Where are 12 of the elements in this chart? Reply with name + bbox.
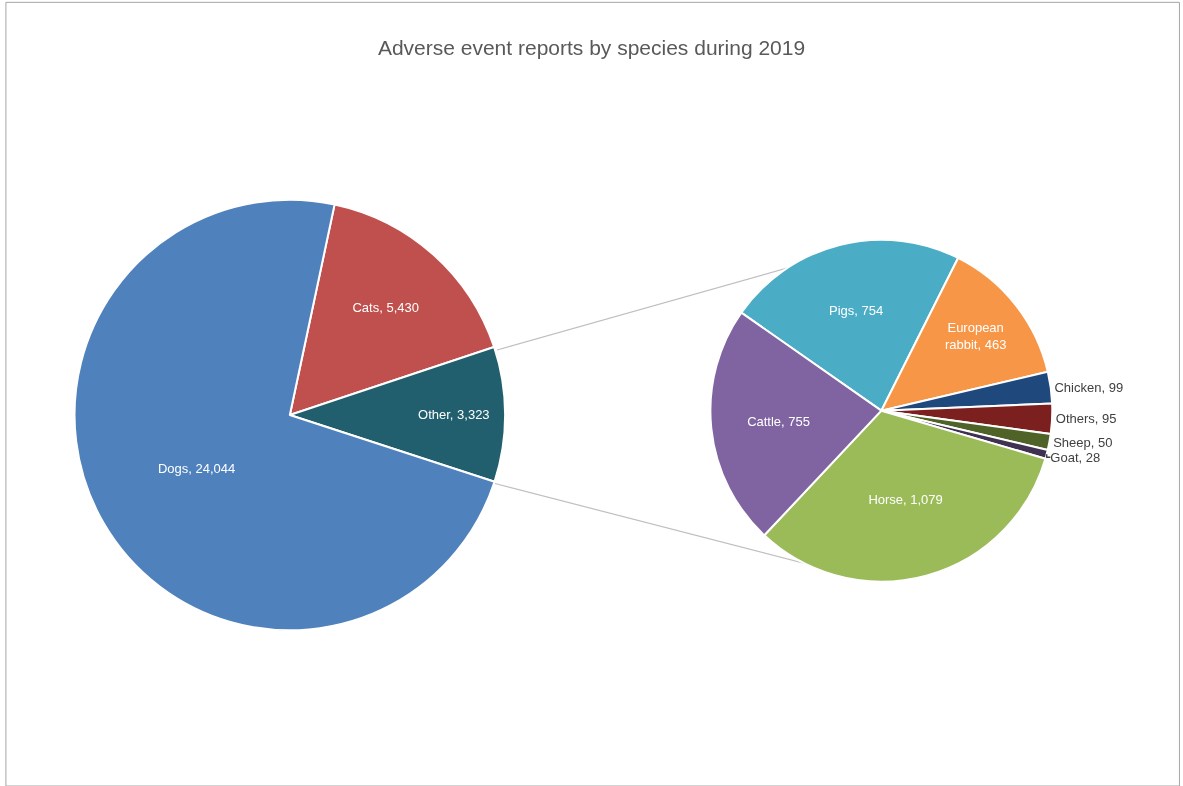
slice-label: Cats, 5,430 [352,300,419,316]
slice-label: Dogs, 24,044 [157,461,236,477]
slice-label: European rabbit, 463 [944,320,1007,353]
slice-label: Goat, 28 [1050,449,1101,465]
slice-label: Other, 3,323 [418,407,490,423]
slice-label: Chicken, 99 [1054,379,1124,395]
text: Adverse event reports by species during 2019 [377,35,806,59]
slice-label: Sheep, 50 [1053,434,1113,450]
slice-label: Cattle, 755 [747,413,810,429]
slice-label: Pigs, 754 [828,302,884,318]
slice-label: Horse, 1,079 [868,492,943,508]
slice-label: Others, 95 [1055,411,1117,427]
